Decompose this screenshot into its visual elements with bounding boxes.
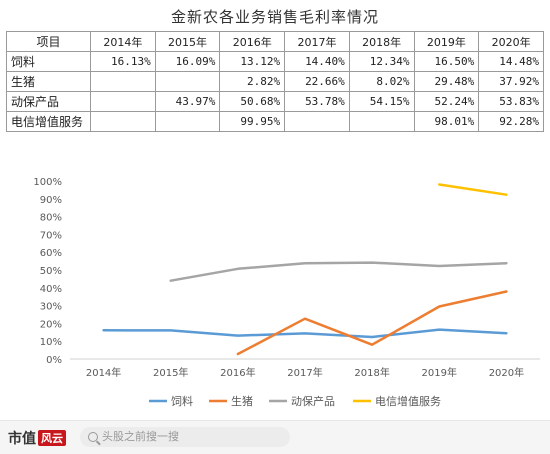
table-cell: 52.24%: [413, 91, 480, 112]
margin-line-chart: 0% 10% 20% 30% 40% 50% 60% 70% 80% 90% 100% 2014年 20…: [33, 177, 540, 408]
table-cell: 43.97%: [154, 91, 221, 112]
x-tick-label: 2017年: [287, 366, 322, 379]
table-row-label: 电信增值服务: [6, 111, 91, 132]
table-header-cell: 项目: [6, 31, 91, 52]
table-row: 电信增值服务 99.95% 98.01% 92.28%: [6, 111, 544, 132]
x-tick-label: 2016年: [220, 366, 255, 379]
table-cell: 53.83%: [478, 91, 544, 112]
table-row-label: 动保产品: [6, 91, 91, 112]
table-cell: [154, 111, 221, 132]
legend-label: 电信增值服务: [375, 394, 441, 408]
search-input[interactable]: 头股之前搜一搜: [80, 427, 290, 447]
table-header-row: 项目 2014年 2015年 2016年 2017年 2018年 2019年 2020年: [6, 31, 544, 52]
table-cell: 14.40%: [284, 51, 350, 72]
table-header-cell: 2018年: [348, 31, 415, 52]
table-cell: 37.92%: [478, 71, 544, 92]
page-title: 金新农各业务销售毛利率情况: [170, 8, 379, 26]
x-tick-label: 2018年: [354, 366, 389, 379]
table-cell: 53.78%: [284, 91, 350, 112]
y-tick-label: 100%: [33, 177, 62, 188]
table-row-label: 生猪: [6, 71, 91, 92]
legend-label: 饲料: [171, 394, 193, 408]
table-cell: 92.28%: [478, 111, 544, 132]
table-row-label: 饲料: [6, 51, 91, 72]
footer-bar: 市值 风云 头股之前搜一搜: [0, 420, 550, 454]
table-cell: 99.95%: [219, 111, 286, 132]
x-tick-label: 2019年: [422, 366, 457, 379]
table-header-cell: 2017年: [284, 31, 350, 52]
table-cell: [90, 111, 156, 132]
table-header-cell: 2020年: [478, 31, 544, 52]
y-tick-label: 60%: [40, 248, 62, 259]
table-header-cell: 2015年: [154, 31, 221, 52]
table-cell: 14.48%: [478, 51, 544, 72]
y-tick-label: 30%: [40, 302, 62, 313]
table-cell: [90, 91, 156, 112]
series-line: [438, 183, 508, 196]
table-cell: 50.68%: [219, 91, 286, 112]
search-icon: [88, 432, 98, 442]
table-cell: 22.66%: [284, 71, 350, 92]
legend-label: 动保产品: [291, 394, 335, 408]
table-cell: 12.34%: [348, 51, 415, 72]
table-header-cell: 2019年: [413, 31, 480, 52]
legend-label: 生猪: [231, 394, 253, 408]
table-cell: 16.09%: [154, 51, 221, 72]
table-cell: [90, 71, 156, 92]
table-row: 动保产品 43.97% 50.68% 53.78% 54.15% 52.24% 53.83%: [6, 91, 544, 112]
table-cell: [284, 111, 350, 132]
y-tick-label: 90%: [40, 195, 62, 206]
y-tick-label: 40%: [40, 284, 62, 295]
table-cell: [154, 71, 221, 92]
y-tick-label: 10%: [40, 337, 62, 348]
series-line: [102, 328, 508, 339]
table-cell: 98.01%: [413, 111, 480, 132]
table-cell: 16.13%: [90, 51, 156, 72]
table-header-cell: 2014年: [90, 31, 156, 52]
margin-table: 项目 2014年 2015年 2016年 2017年 2018年 2019年 2020年 饲料 1…: [6, 31, 544, 132]
y-tick-label: 0%: [46, 355, 62, 366]
table-cell: 8.02%: [348, 71, 415, 92]
table-cell: 29.48%: [413, 71, 480, 92]
y-tick-label: 80%: [40, 213, 62, 224]
y-tick-label: 20%: [40, 319, 62, 330]
table-cell: 54.15%: [348, 91, 415, 112]
table-cell: 13.12%: [219, 51, 286, 72]
series-line: [236, 290, 508, 356]
table-row: 生猪 2.82% 22.66% 8.02% 29.48% 37.92%: [6, 71, 544, 92]
brand-logo[interactable]: 市值 风云: [8, 428, 66, 448]
x-tick-label: 2014年: [86, 366, 121, 379]
table-cell: [348, 111, 415, 132]
table-row: 饲料 16.13% 16.09% 13.12% 14.40% 12.34% 16.50% 14…: [6, 51, 544, 72]
series-line: [169, 261, 508, 282]
table-cell: 16.50%: [413, 51, 480, 72]
y-tick-label: 50%: [40, 266, 62, 277]
table-header-cell: 2016年: [219, 31, 286, 52]
x-tick-label: 2020年: [489, 366, 524, 379]
x-tick-label: 2015年: [153, 366, 188, 379]
table-cell: 2.82%: [219, 71, 286, 92]
y-tick-label: 70%: [40, 230, 62, 241]
